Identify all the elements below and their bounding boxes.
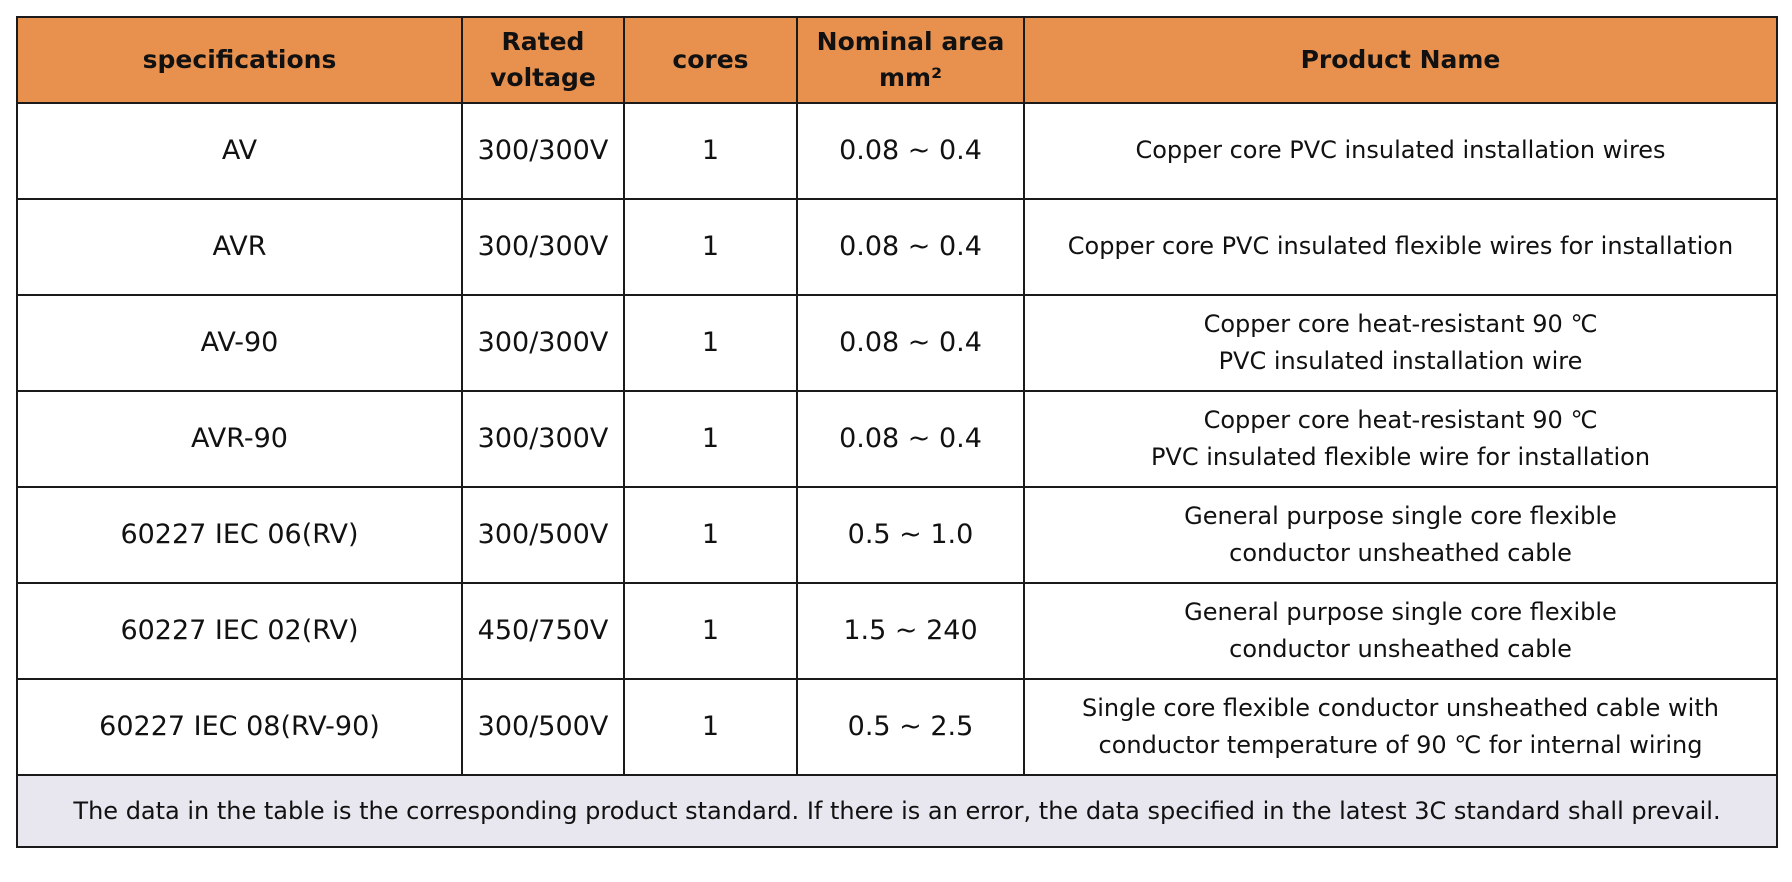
product-name-line: PVC insulated installation wire	[1218, 347, 1583, 375]
cell-rated-voltage: 300/300V	[461, 390, 625, 488]
cell-nominal-area: 0.08 ~ 0.4	[796, 102, 1025, 200]
cell-nominal-area: 0.5 ~ 2.5	[796, 678, 1025, 776]
product-name-line: PVC insulated flexible wire for installa…	[1150, 443, 1651, 471]
header-row: specifications Rated voltage cores Nomin…	[16, 16, 1778, 104]
cell-nominal-area: 0.08 ~ 0.4	[796, 294, 1025, 392]
cell-cores: 1	[623, 198, 798, 296]
cell-product-name: Copper core PVC insulated flexible wires…	[1023, 198, 1778, 296]
cell-specification: AVR	[16, 198, 463, 296]
table-body: AV 300/300V 1 0.08 ~ 0.4 Copper core PVC ins…	[16, 102, 1778, 776]
header-nominal-area-label: Nominal area mm²	[816, 26, 1005, 92]
cell-nominal-area: 0.5 ~ 1.0	[796, 486, 1025, 584]
table-row: AV-90 300/300V 1 0.08 ~ 0.4 Copper core heat…	[16, 294, 1778, 392]
footnote: The data in the table is the correspondi…	[16, 774, 1778, 848]
product-name-line: Copper core heat-resistant 90 ℃	[1203, 405, 1598, 434]
header-rated-voltage-label: Rated voltage	[490, 26, 596, 92]
cell-rated-voltage: 300/500V	[461, 678, 625, 776]
product-name-line: conductor unsheathed cable	[1229, 539, 1572, 567]
cell-cores: 1	[623, 102, 798, 200]
cell-specification: AVR-90	[16, 390, 463, 488]
header-specifications: specifications	[16, 16, 463, 104]
product-name-line: conductor temperature of 90 ℃ for intern…	[1098, 731, 1703, 759]
footnote-row: The data in the table is the correspondi…	[16, 774, 1778, 848]
product-name-line: conductor unsheathed cable	[1229, 635, 1572, 663]
table-row: AVR 300/300V 1 0.08 ~ 0.4 Copper core PVC in…	[16, 198, 1778, 296]
table-header: specifications Rated voltage cores Nomin…	[16, 16, 1778, 104]
cell-product-name: Copper core heat-resistant 90 ℃ PVC insul…	[1023, 390, 1778, 488]
cell-cores: 1	[623, 486, 798, 584]
table-row: AVR-90 300/300V 1 0.08 ~ 0.4 Copper core hea…	[16, 390, 1778, 488]
product-name-line: General purpose single core flexible	[1184, 501, 1617, 530]
header-rated-voltage: Rated voltage	[461, 16, 625, 104]
table-row: 60227 IEC 08(RV-90) 300/500V 1 0.5 ~ 2.5 Sin…	[16, 678, 1778, 776]
cell-cores: 1	[623, 678, 798, 776]
product-name-line: Copper core PVC insulated installation w…	[1135, 136, 1666, 165]
product-name-line: General purpose single core flexible	[1184, 597, 1617, 626]
cell-rated-voltage: 300/500V	[461, 486, 625, 584]
table-row: 60227 IEC 02(RV) 450/750V 1 1.5 ~ 240 Genera…	[16, 582, 1778, 680]
cell-product-name: Copper core PVC insulated installation w…	[1023, 102, 1778, 200]
product-name-line: Copper core PVC insulated flexible wires…	[1067, 232, 1734, 261]
header-product-name: Product Name	[1023, 16, 1778, 104]
cell-product-name: General purpose single core flexible cond…	[1023, 486, 1778, 584]
cell-rated-voltage: 300/300V	[461, 102, 625, 200]
cell-nominal-area: 0.08 ~ 0.4	[796, 198, 1025, 296]
spec-table-container: specifications Rated voltage cores Nomin…	[16, 16, 1778, 848]
table-row: 60227 IEC 06(RV) 300/500V 1 0.5 ~ 1.0 Genera…	[16, 486, 1778, 584]
table-footer: The data in the table is the correspondi…	[16, 774, 1778, 848]
cell-product-name: Copper core heat-resistant 90 ℃ PVC insul…	[1023, 294, 1778, 392]
cell-specification: 60227 IEC 06(RV)	[16, 486, 463, 584]
product-name-line: Single core flexible conductor unsheathe…	[1082, 693, 1719, 722]
cell-specification: AV	[16, 102, 463, 200]
cell-product-name: General purpose single core flexible cond…	[1023, 582, 1778, 680]
product-name-line: Copper core heat-resistant 90 ℃	[1203, 309, 1598, 338]
cell-rated-voltage: 300/300V	[461, 294, 625, 392]
cell-rated-voltage: 300/300V	[461, 198, 625, 296]
spec-table: specifications Rated voltage cores Nomin…	[16, 16, 1778, 848]
cell-specification: 60227 IEC 02(RV)	[16, 582, 463, 680]
header-nominal-area: Nominal area mm²	[796, 16, 1025, 104]
cell-cores: 1	[623, 390, 798, 488]
cell-rated-voltage: 450/750V	[461, 582, 625, 680]
cell-cores: 1	[623, 294, 798, 392]
cell-specification: 60227 IEC 08(RV-90)	[16, 678, 463, 776]
cell-nominal-area: 1.5 ~ 240	[796, 582, 1025, 680]
cell-cores: 1	[623, 582, 798, 680]
cell-nominal-area: 0.08 ~ 0.4	[796, 390, 1025, 488]
cell-product-name: Single core flexible conductor unsheathe…	[1023, 678, 1778, 776]
cell-specification: AV-90	[16, 294, 463, 392]
table-row: AV 300/300V 1 0.08 ~ 0.4 Copper core PVC ins…	[16, 102, 1778, 200]
header-cores: cores	[623, 16, 798, 104]
